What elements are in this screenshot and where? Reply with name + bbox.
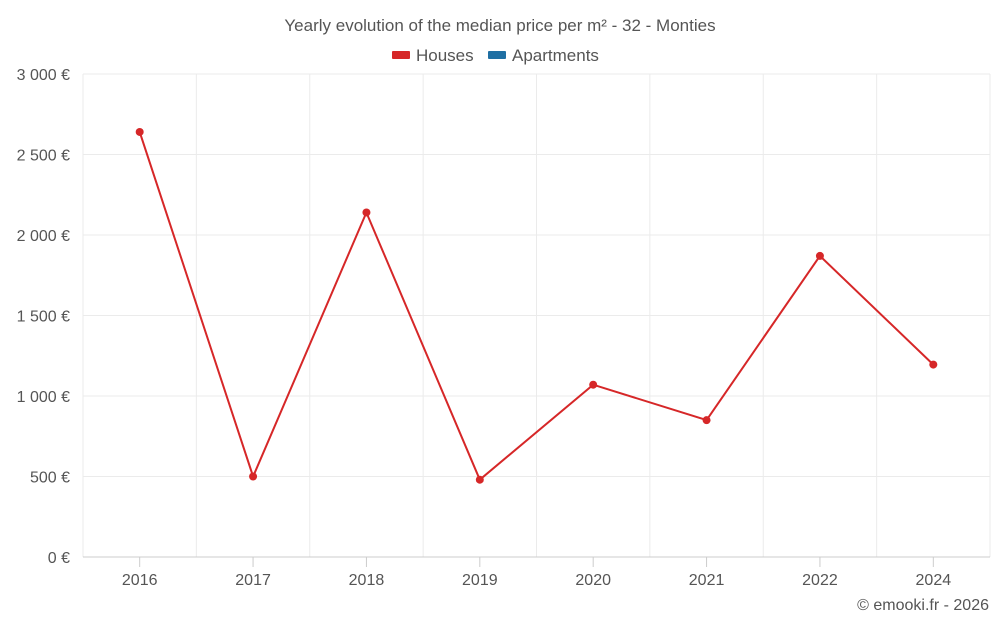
series-line-houses [138, 131, 934, 482]
legend-label-houses: Houses [416, 46, 474, 65]
y-tick-label: 2 000 € [17, 228, 70, 245]
data-point-houses-2020[interactable] [589, 380, 598, 389]
x-tick-label: 2018 [349, 572, 385, 589]
legend: Houses Apartments [392, 46, 599, 65]
x-tick-label: 2019 [462, 572, 498, 589]
y-tick-label: 500 € [30, 470, 70, 487]
y-tick-label: 1 500 € [17, 309, 70, 326]
x-tick-label: 2024 [916, 572, 952, 589]
legend-swatch-houses [392, 51, 410, 59]
y-axis-ticks: 0 € 500 € 1 000 € 1 500 € 2 000 € 2 500 € 3 00… [17, 67, 70, 567]
data-point-houses-2022[interactable] [815, 251, 824, 260]
data-point-houses-2021[interactable] [702, 416, 711, 425]
x-tick-label: 2016 [122, 572, 158, 589]
x-tick-label: 2017 [235, 572, 271, 589]
chart-title: Yearly evolution of the median price per… [284, 16, 715, 35]
x-axis-ticks: 2016 2017 2018 2019 2020 2021 2022 2024 [122, 557, 951, 589]
y-tick-label: 2 500 € [17, 148, 70, 165]
data-point-houses-2017[interactable] [249, 472, 258, 481]
y-tick-label: 0 € [48, 550, 70, 567]
legend-label-apartments: Apartments [512, 46, 599, 65]
x-tick-label: 2020 [575, 572, 611, 589]
y-tick-label: 1 000 € [17, 389, 70, 406]
legend-item-apartments[interactable]: Apartments [488, 46, 599, 65]
data-point-houses-2024[interactable] [929, 360, 938, 369]
legend-swatch-apartments [488, 51, 506, 59]
y-tick-label: 3 000 € [17, 67, 70, 84]
x-tick-label: 2022 [802, 572, 838, 589]
series-houses [135, 127, 938, 484]
x-tick-label: 2021 [689, 572, 725, 589]
grid [82, 73, 991, 558]
data-point-houses-2016[interactable] [135, 127, 144, 136]
data-point-houses-2019[interactable] [475, 475, 484, 484]
legend-item-houses[interactable]: Houses [392, 46, 474, 65]
data-point-houses-2018[interactable] [362, 208, 371, 217]
copyright-footer: © emooki.fr - 2026 [857, 597, 989, 614]
